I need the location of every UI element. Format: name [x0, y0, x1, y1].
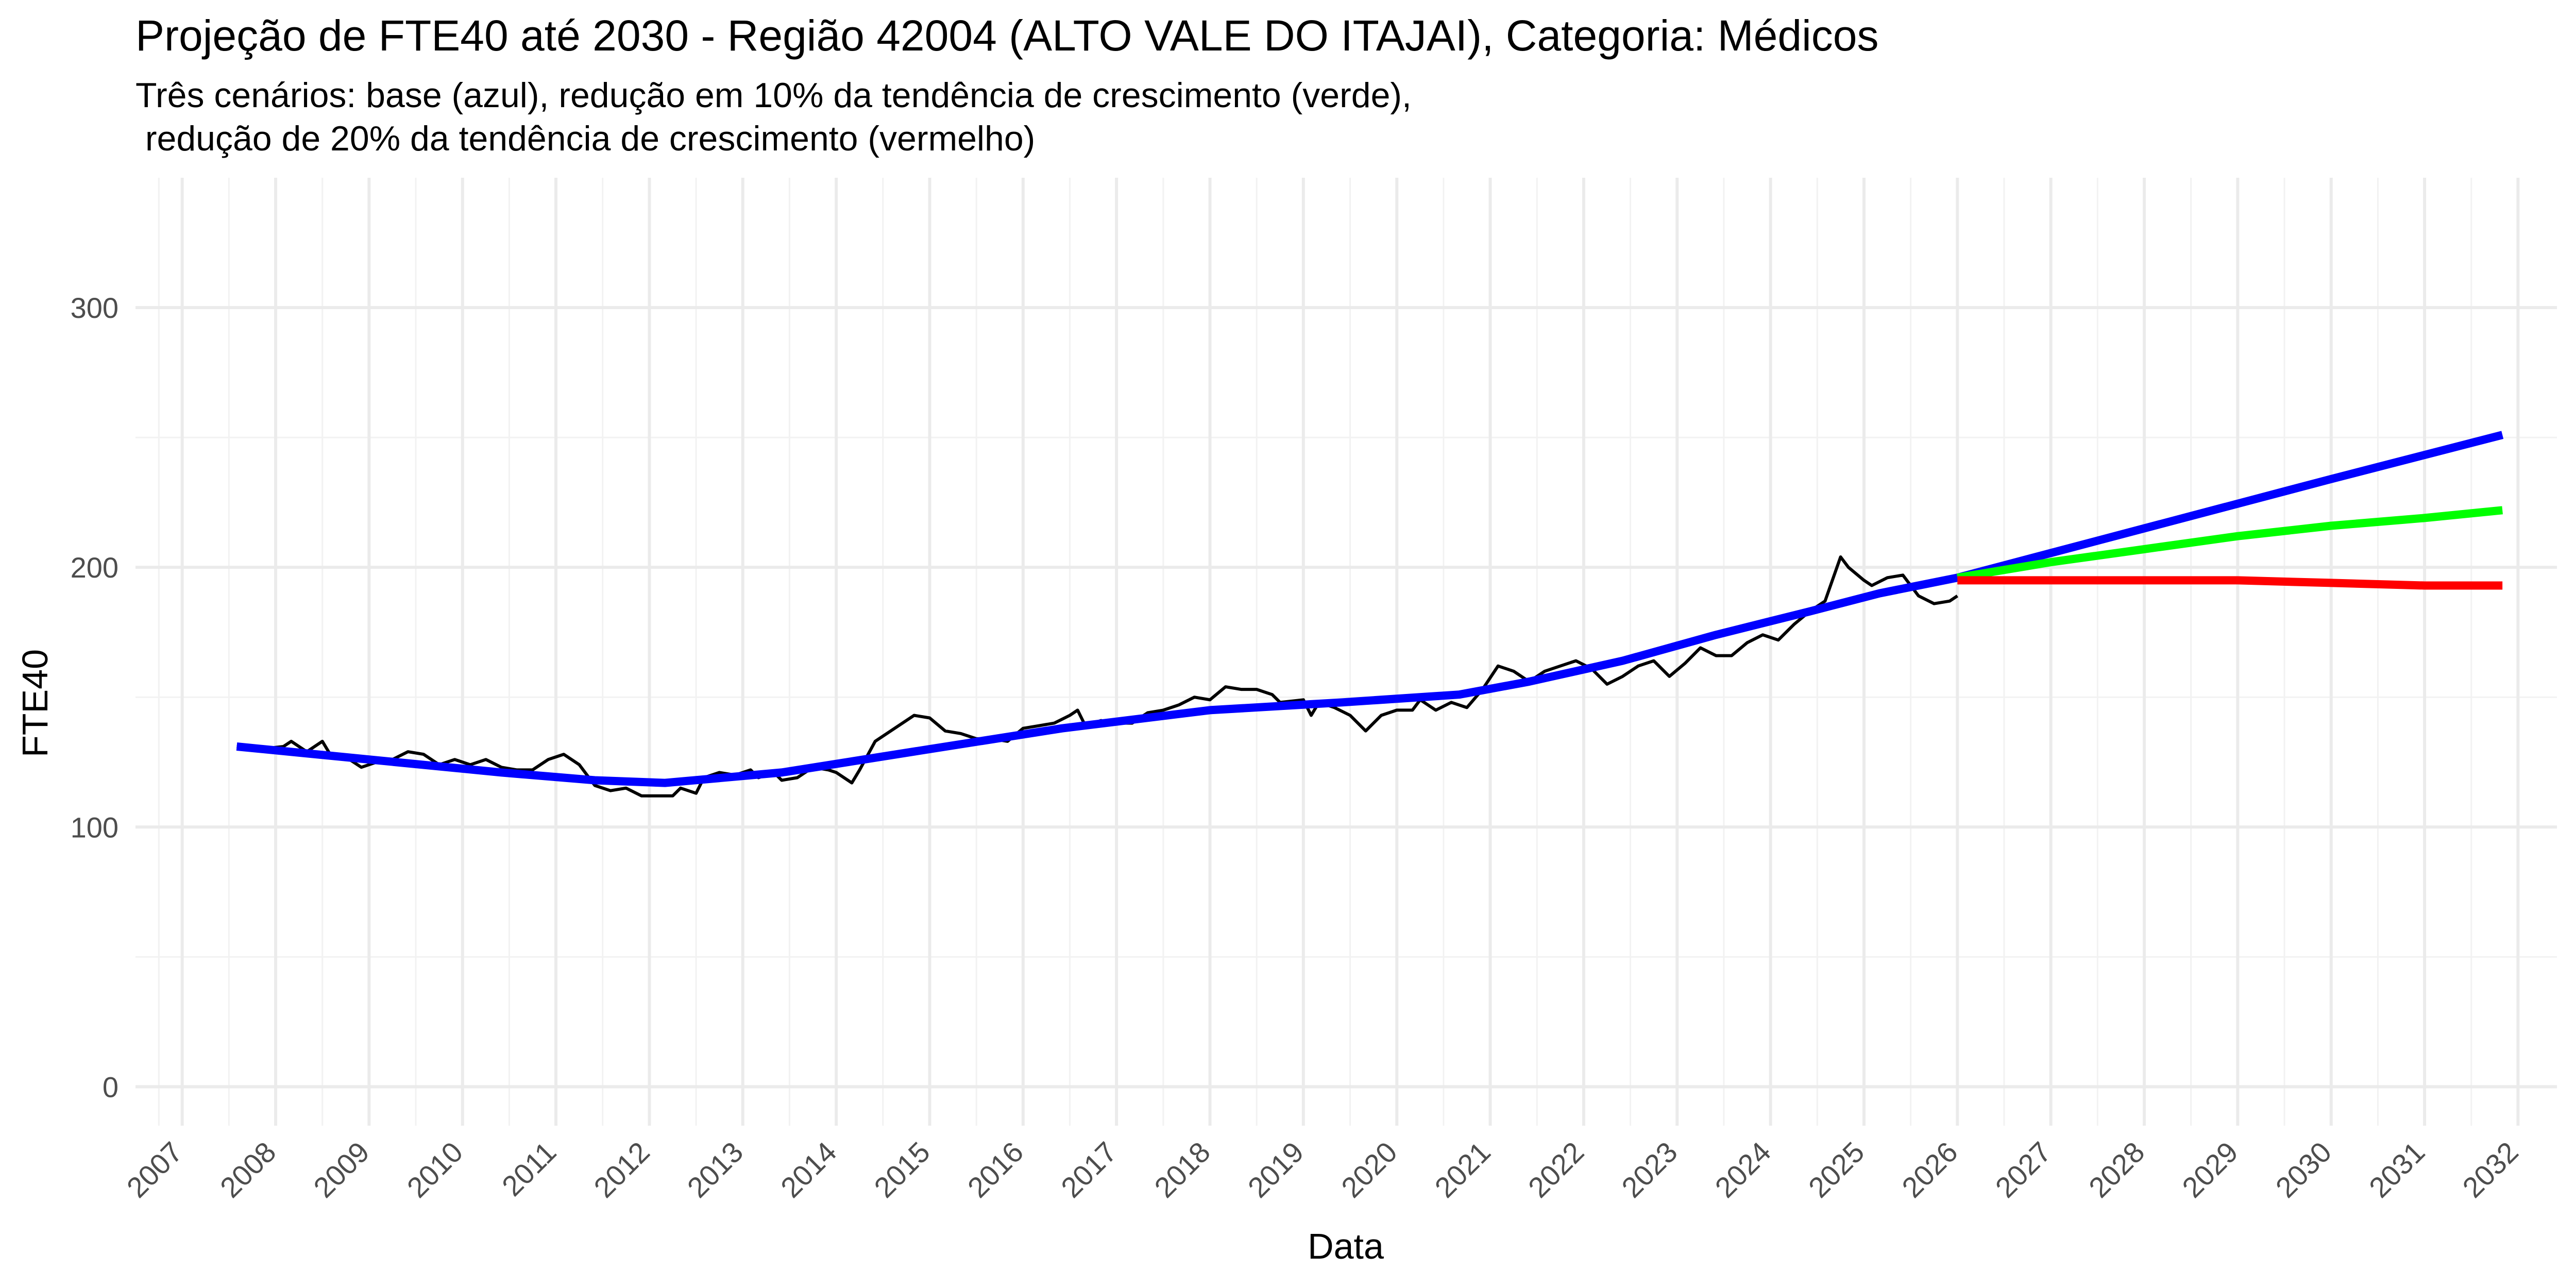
- x-tick-label: 2026: [1895, 1136, 1964, 1204]
- y-tick-label: 0: [103, 1071, 118, 1103]
- plot-area: [135, 178, 2557, 1126]
- series-layer: [236, 431, 2504, 798]
- x-tick-label: 2012: [587, 1136, 656, 1204]
- x-tick-label: 2018: [1148, 1136, 1216, 1204]
- chart-title: Projeção de FTE40 até 2030 - Região 4200…: [135, 11, 1878, 60]
- x-axis-tick-labels: 2007 2008 2009 2010 2011 2012 2013 2014 2015 2016…: [121, 1136, 2524, 1204]
- x-tick-label: 2020: [1335, 1136, 1403, 1204]
- series-line-0: [236, 555, 1958, 798]
- x-tick-label: 2015: [868, 1136, 936, 1204]
- y-tick-label: 300: [71, 292, 118, 324]
- x-tick-label: 2017: [1055, 1136, 1123, 1204]
- x-tick-label: 2024: [1708, 1136, 1777, 1204]
- x-tick-label: 2027: [1989, 1136, 2058, 1204]
- chart-subtitle-line-2: redução de 20% da tendência de crescimen…: [135, 119, 1035, 158]
- grid-minor: [135, 178, 2557, 1126]
- y-tick-label: 100: [71, 811, 118, 843]
- series-line-2: [1956, 506, 2503, 582]
- x-tick-label: 2025: [1802, 1136, 1871, 1204]
- x-tick-label: 2032: [2456, 1136, 2524, 1204]
- x-tick-label: 2028: [2082, 1136, 2151, 1204]
- chart-subtitle-line-1: Três cenários: base (azul), redução em 1…: [135, 76, 1412, 115]
- x-tick-label: 2009: [307, 1136, 376, 1204]
- x-tick-label: 2013: [681, 1136, 750, 1204]
- x-tick-label: 2016: [961, 1136, 1030, 1204]
- series-line-1: [236, 431, 2504, 787]
- series-line-3: [1957, 576, 2503, 590]
- x-tick-label: 2010: [401, 1136, 469, 1204]
- x-tick-label: 2014: [774, 1136, 843, 1204]
- x-axis-title: Data: [1308, 1226, 1384, 1266]
- y-axis-tick-labels: 0 100 200 300: [71, 292, 118, 1103]
- x-tick-label: 2008: [214, 1136, 282, 1204]
- x-tick-label: 2029: [2176, 1136, 2244, 1204]
- x-tick-label: 2023: [1615, 1136, 1684, 1204]
- x-tick-label: 2030: [2269, 1136, 2338, 1204]
- x-tick-label: 2031: [2363, 1136, 2431, 1204]
- x-tick-label: 2007: [121, 1136, 189, 1204]
- x-tick-label: 2011: [496, 1136, 563, 1202]
- x-tick-label: 2021: [1428, 1136, 1497, 1204]
- x-tick-label: 2022: [1522, 1136, 1590, 1204]
- y-axis-title: FTE40: [15, 649, 55, 757]
- y-tick-label: 200: [71, 551, 118, 584]
- grid-major: [135, 178, 2557, 1126]
- x-tick-label: 2019: [1242, 1136, 1310, 1204]
